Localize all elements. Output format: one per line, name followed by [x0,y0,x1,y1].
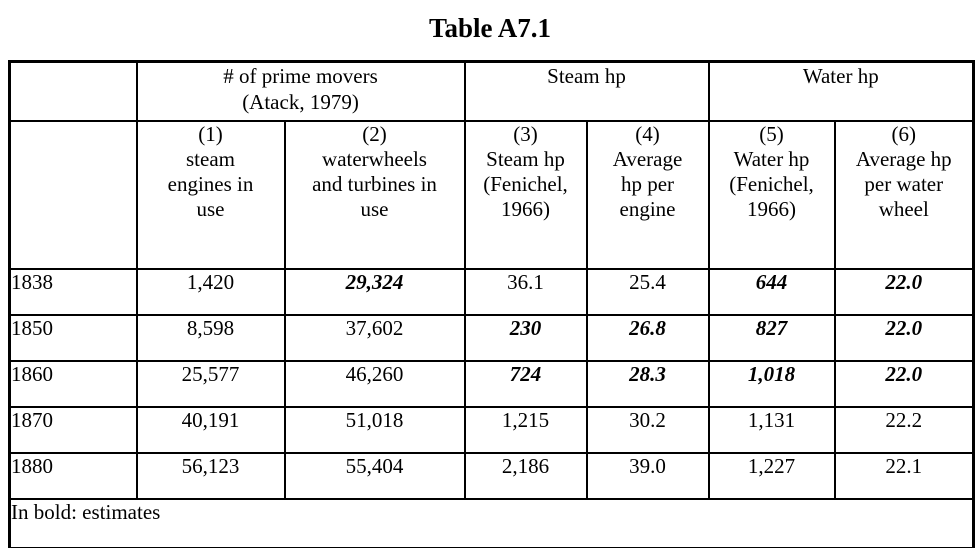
col-header-4: (4) Average hp per engine [585,120,710,270]
year-cell: 1850 [8,314,138,362]
corner-cell [8,60,138,122]
data-cell: 51,018 [283,406,466,454]
data-cell: 1,420 [135,268,286,316]
col-header-2: (2) waterwheels and turbines in use [283,120,466,270]
col-header-1: (1) steam engines in use [135,120,286,270]
year-cell: 1838 [8,268,138,316]
table-row-1870: 1870 40,191 51,018 1,215 30.2 1,131 22.2 [8,406,975,454]
footnote-row: In bold: estimates [8,498,975,548]
data-cell: 8,598 [135,314,286,362]
data-cell: 25.4 [585,268,710,316]
data-cell: 1,215 [463,406,588,454]
data-cell: 25,577 [135,360,286,408]
data-cell: 39.0 [585,452,710,500]
data-cell: 724 [463,360,588,408]
group-header-water-hp: Water hp [707,60,975,122]
col-header-3: (3) Steam hp (Fenichel, 1966) [463,120,588,270]
table-title: Table A7.1 [428,13,552,43]
table-row-1880: 1880 56,123 55,404 2,186 39.0 1,227 22.1 [8,452,975,500]
corner-cell-2 [8,120,138,270]
data-cell: 644 [707,268,836,316]
group-header-prime-movers: # of prime movers (Atack, 1979) [135,60,466,122]
data-cell: 827 [707,314,836,362]
table-row-1860: 1860 25,577 46,260 724 28.3 1,018 22.0 [8,360,975,408]
data-cell: 22.1 [833,452,975,500]
data-cell: 28.3 [585,360,710,408]
footnote: In bold: estimates [8,498,975,548]
data-cell: 1,227 [707,452,836,500]
data-cell: 56,123 [135,452,286,500]
data-cell: 230 [463,314,588,362]
data-cell: 36.1 [463,268,588,316]
data-cell: 30.2 [585,406,710,454]
year-cell: 1860 [8,360,138,408]
col-header-6: (6) Average hp per water wheel [833,120,975,270]
data-cell: 1,018 [707,360,836,408]
data-cell: 22.2 [833,406,975,454]
table-row-1838: 1838 1,420 29,324 36.1 25.4 644 22.0 [8,268,975,316]
data-cell: 22.0 [833,314,975,362]
data-cell: 2,186 [463,452,588,500]
data-cell: 26.8 [585,314,710,362]
column-header-row: (1) steam engines in use (2) waterwheels… [8,120,975,270]
col-header-5: (5) Water hp (Fenichel, 1966) [707,120,836,270]
group-header-steam-hp: Steam hp [463,60,710,122]
table-row-1850: 1850 8,598 37,602 230 26.8 827 22.0 [8,314,975,362]
data-cell: 1,131 [707,406,836,454]
data-cell: 22.0 [833,360,975,408]
year-cell: 1880 [8,452,138,500]
data-cell: 22.0 [833,268,975,316]
data-cell: 55,404 [283,452,466,500]
data-cell: 46,260 [283,360,466,408]
data-cell: 29,324 [283,268,466,316]
data-table: # of prime movers (Atack, 1979) Steam hp… [8,60,976,548]
data-cell: 40,191 [135,406,286,454]
year-cell: 1870 [8,406,138,454]
group-header-row: # of prime movers (Atack, 1979) Steam hp… [8,60,975,122]
data-cell: 37,602 [283,314,466,362]
